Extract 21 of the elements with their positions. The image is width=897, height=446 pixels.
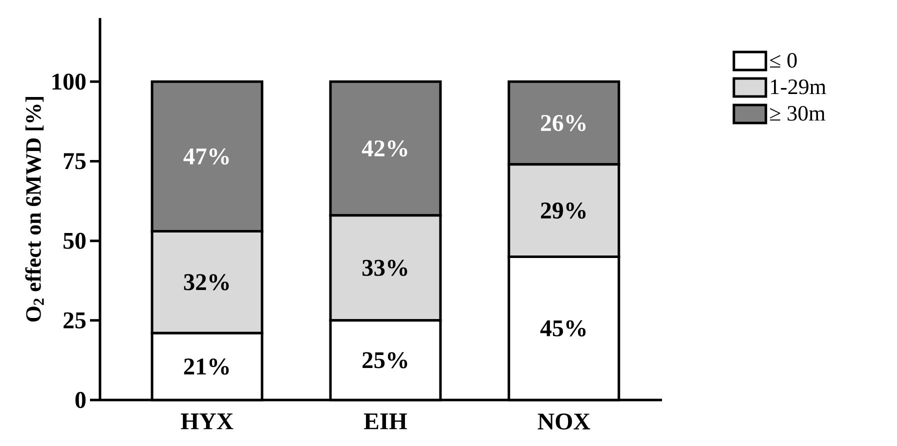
- y-tick-label: 75: [64, 153, 86, 170]
- legend-label: ≤ 0: [770, 52, 797, 68]
- data-label: 47%: [183, 148, 229, 165]
- data-label: 45%: [540, 320, 586, 336]
- data-label: 32%: [184, 274, 229, 290]
- x-tick-label: NOX: [538, 414, 590, 430]
- legend-label: ≥ 30m: [770, 106, 826, 121]
- y-tick-label: 0: [75, 392, 86, 408]
- y-tick-label: 25: [64, 312, 86, 328]
- data-label: 29%: [540, 202, 586, 219]
- legend-label: 1-29m: [771, 79, 826, 94]
- y-tick-label: 100: [52, 74, 86, 90]
- data-label: 25%: [362, 352, 408, 368]
- x-tick-label: HYX: [180, 414, 234, 430]
- data-label: 26%: [540, 114, 586, 132]
- x-tick-label: EIH: [364, 414, 407, 430]
- data-label: 33%: [362, 260, 408, 276]
- y-tick-label: 50: [64, 232, 86, 249]
- y-axis-title: O$_{2}$ effect on 6MWD [%]: [25, 97, 44, 322]
- data-label: 42%: [362, 140, 408, 157]
- data-label: 21%: [184, 358, 229, 375]
